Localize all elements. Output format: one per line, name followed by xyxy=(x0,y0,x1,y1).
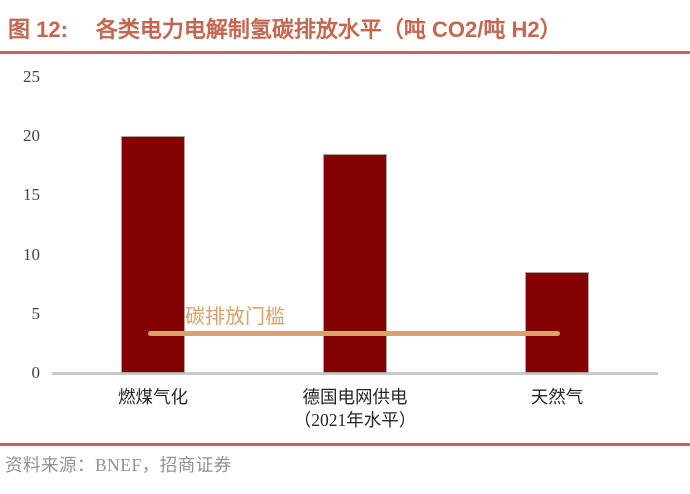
y-axis-tick-label: 15 xyxy=(23,185,40,205)
y-axis-tick-label: 10 xyxy=(23,244,40,264)
x-axis-category-label: 燃煤气化 xyxy=(118,387,188,407)
footer-divider xyxy=(0,443,690,446)
y-axis-tick-label: 5 xyxy=(31,303,41,323)
chart-bar xyxy=(121,136,185,373)
figure-number-label: 图 12: xyxy=(8,17,68,42)
bar-chart: 0 5 10 15 20 25 碳排放门槛燃煤气化 德国电网供电 （2021年水平） 天然气 xyxy=(0,55,690,440)
threshold-label: 碳排放门槛 xyxy=(185,305,285,328)
threshold-line xyxy=(148,331,560,337)
y-axis-tick-label: 0 xyxy=(31,363,41,382)
chart-bar xyxy=(525,272,589,373)
x-axis-category-label: 德国电网供电 （2021年水平） xyxy=(293,387,417,430)
figure-header: 图 12: 各类电力电解制氢碳排放水平（吨 CO2/吨 H2） xyxy=(8,12,686,44)
title-underline xyxy=(0,51,690,54)
x-axis-line xyxy=(52,372,658,375)
y-axis-tick-label: 20 xyxy=(23,126,40,146)
x-axis-category-label: 天然气 xyxy=(530,387,584,407)
source-note: 资料来源：BNEF，招商证券 xyxy=(5,455,232,475)
chart-bar xyxy=(323,153,387,373)
figure-title: 各类电力电解制氢碳排放水平（吨 CO2/吨 H2） xyxy=(95,17,562,42)
y-axis-tick-label: 25 xyxy=(23,67,40,86)
